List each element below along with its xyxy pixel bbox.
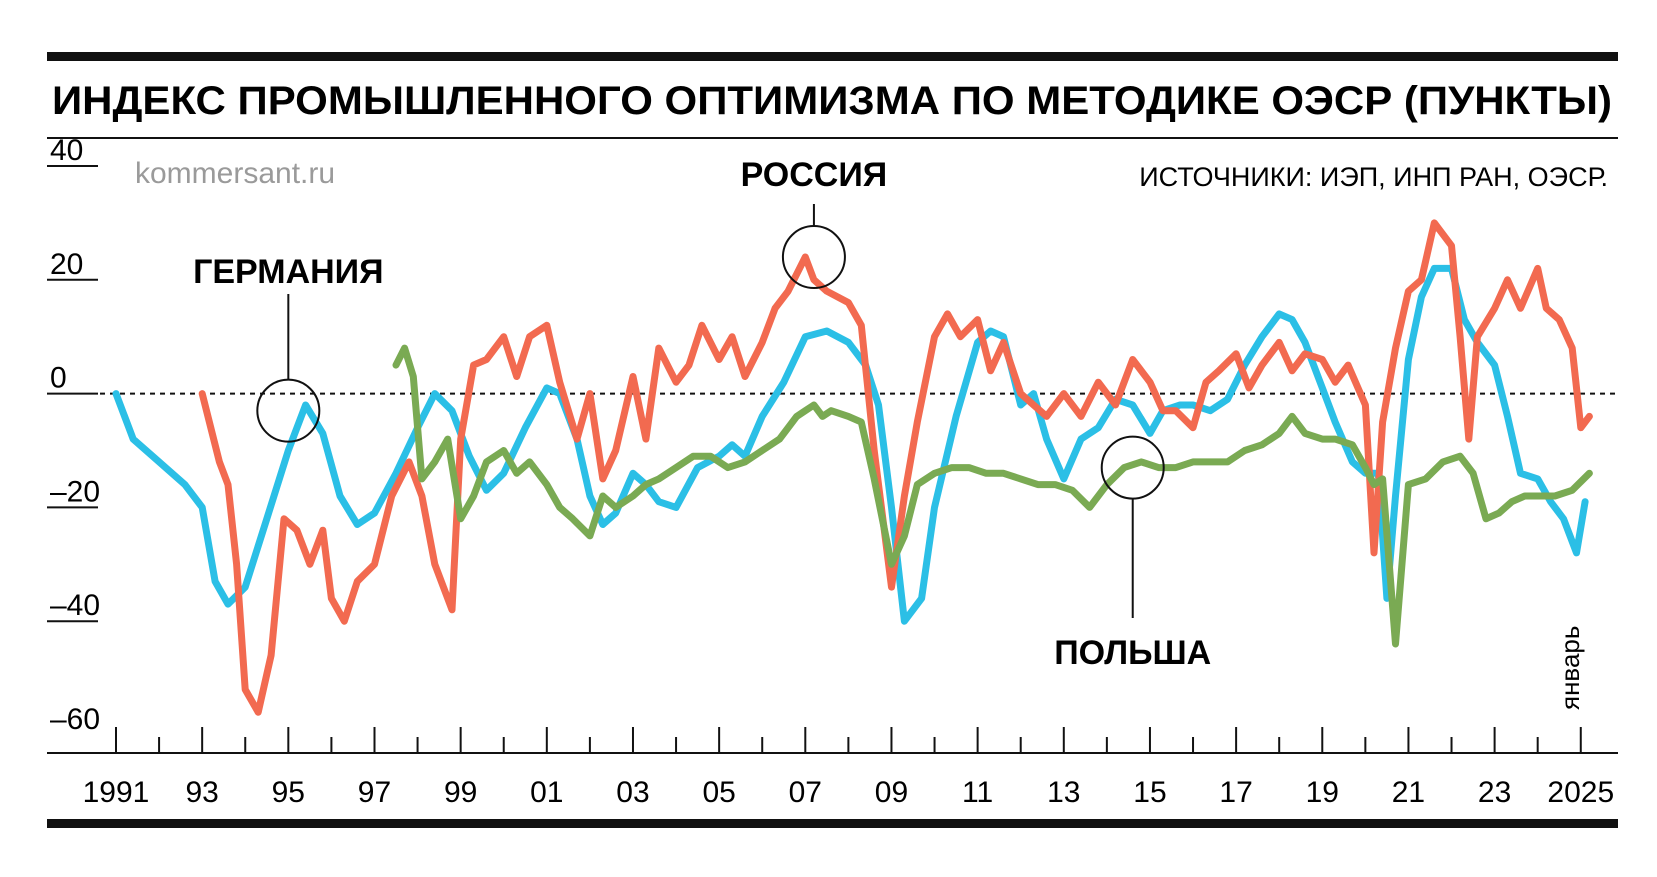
top-rule	[47, 52, 1618, 61]
x-tick-label: 23	[1478, 776, 1511, 809]
x-tick-label: 11	[962, 776, 993, 809]
x-tick-label: 15	[1133, 776, 1166, 809]
series-label-russia: РОССИЯ	[741, 156, 888, 194]
annotation-circle-russia	[781, 225, 846, 290]
y-tick-label: 0	[50, 362, 67, 395]
x-tick-label: 03	[616, 776, 649, 809]
credit: kommersant.ru	[135, 157, 335, 190]
x-tick-label: 13	[1047, 776, 1080, 809]
x-axis: 1991 93 95 97 99 01 03 05 07 09 11 13 15 17 19 21 23 2025	[47, 727, 1618, 809]
x-tick-label: 97	[358, 776, 391, 809]
x-tick-label: 07	[789, 776, 822, 809]
y-tick-label: –40	[50, 589, 100, 622]
series-group	[112, 219, 1593, 716]
x-tick-label: 1991	[83, 776, 150, 809]
title-rule	[47, 137, 1618, 139]
x-tick-label: 21	[1392, 776, 1425, 809]
y-tick-label: 20	[50, 248, 83, 281]
y-tick-label: –20	[50, 475, 100, 508]
series-line-poland	[392, 344, 1593, 648]
x-tick-label: 99	[444, 776, 477, 809]
y-axis: 40 20 0 –20 –40 –60	[47, 134, 100, 736]
y-tick-label: –60	[50, 703, 100, 736]
x-tick-label: 01	[530, 776, 563, 809]
x-tick-label: 17	[1219, 776, 1252, 809]
chart-title: ИНДЕКС ПРОМЫШЛЕННОГО ОПТИМИЗМА ПО МЕТОДИ…	[52, 79, 1612, 123]
series-line-germany	[112, 264, 1589, 625]
series-label-germany: ГЕРМАНИЯ	[193, 253, 384, 291]
bottom-rule	[47, 819, 1618, 828]
series-label-poland: ПОЛЬША	[1054, 634, 1211, 672]
x-tick-label: 19	[1306, 776, 1339, 809]
x-tick-label: 05	[702, 776, 735, 809]
january-note: январь	[1555, 626, 1585, 710]
x-tick-label: 2025	[1547, 776, 1614, 809]
y-tick-label: 40	[50, 134, 83, 167]
annotations: ГЕРМАНИЯ РОССИЯ ПОЛЬША	[193, 156, 1211, 672]
source-note: ИСТОЧНИКИ: ИЭП, ИНП РАН, ОЭСР.	[1139, 162, 1608, 192]
x-tick-label: 93	[185, 776, 218, 809]
series-line-russia	[198, 219, 1593, 716]
x-tick-label: 95	[272, 776, 305, 809]
x-tick-label: 09	[875, 776, 908, 809]
